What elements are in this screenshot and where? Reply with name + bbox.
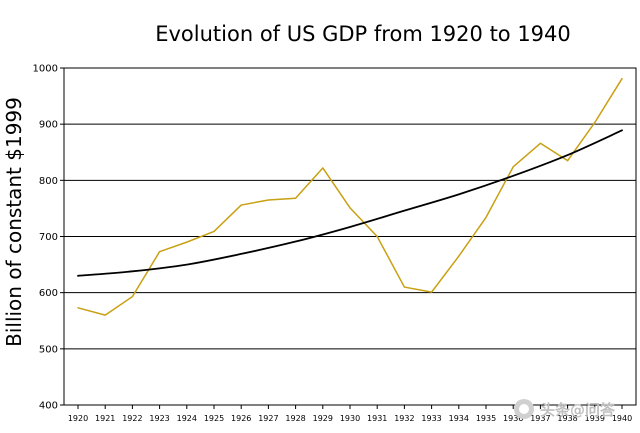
- x-tick-label: 1931: [367, 414, 387, 423]
- x-tick-label: 1926: [231, 414, 251, 423]
- x-tick-label: 1928: [285, 414, 305, 423]
- x-tick-label: 1924: [177, 414, 197, 423]
- y-tick-label: 900: [39, 120, 58, 131]
- x-tick-label: 1927: [258, 414, 278, 423]
- x-tick-label: 1933: [421, 414, 441, 423]
- y-tick-label: 600: [39, 288, 58, 299]
- y-tick-label: 1000: [33, 64, 58, 75]
- x-tick-label: 1929: [313, 414, 333, 423]
- series-line-trend: [77, 129, 623, 277]
- grid-lines: [64, 123, 636, 350]
- x-tick-label: 1936: [503, 414, 523, 423]
- x-tick-label: 1923: [149, 414, 169, 423]
- chart-title: Evolution of US GDP from 1920 to 1940: [155, 22, 571, 46]
- x-tick-label: 1935: [476, 414, 496, 423]
- x-tick-label: 1940: [612, 414, 632, 423]
- y-tick-label: 400: [39, 401, 58, 412]
- y-axis-label: Billion of constant $1999: [2, 97, 26, 347]
- x-tick-label: 1930: [340, 414, 360, 423]
- y-tick-label: 500: [39, 344, 58, 355]
- x-axis-ticks: 1920 1921 1922 1923 1924 1925 1926 1927 1928 1929…: [68, 405, 632, 423]
- y-tick-label: 800: [39, 176, 58, 187]
- x-tick-label: 1921: [95, 414, 115, 423]
- x-tick-label: 1920: [68, 414, 88, 423]
- x-tick-label: 1939: [585, 414, 605, 423]
- plot-frame: [63, 67, 637, 406]
- series-lines: [77, 77, 623, 316]
- x-tick-label: 1934: [449, 414, 469, 423]
- watermark-logo-inner-icon: [519, 404, 529, 414]
- x-tick-label: 1922: [122, 414, 142, 423]
- x-tick-label: 1938: [557, 414, 577, 423]
- x-tick-label: 1932: [394, 414, 414, 423]
- y-axis-ticks: 400 500 600 700 800 900 1000: [33, 64, 64, 412]
- x-tick-label: 1937: [530, 414, 550, 423]
- y-tick-label: 700: [39, 232, 58, 243]
- watermark: 头条@问答: [514, 399, 616, 419]
- series-line-gdp: [77, 77, 623, 316]
- watermark-text: 头条@问答: [540, 401, 616, 419]
- x-tick-label: 1925: [204, 414, 224, 423]
